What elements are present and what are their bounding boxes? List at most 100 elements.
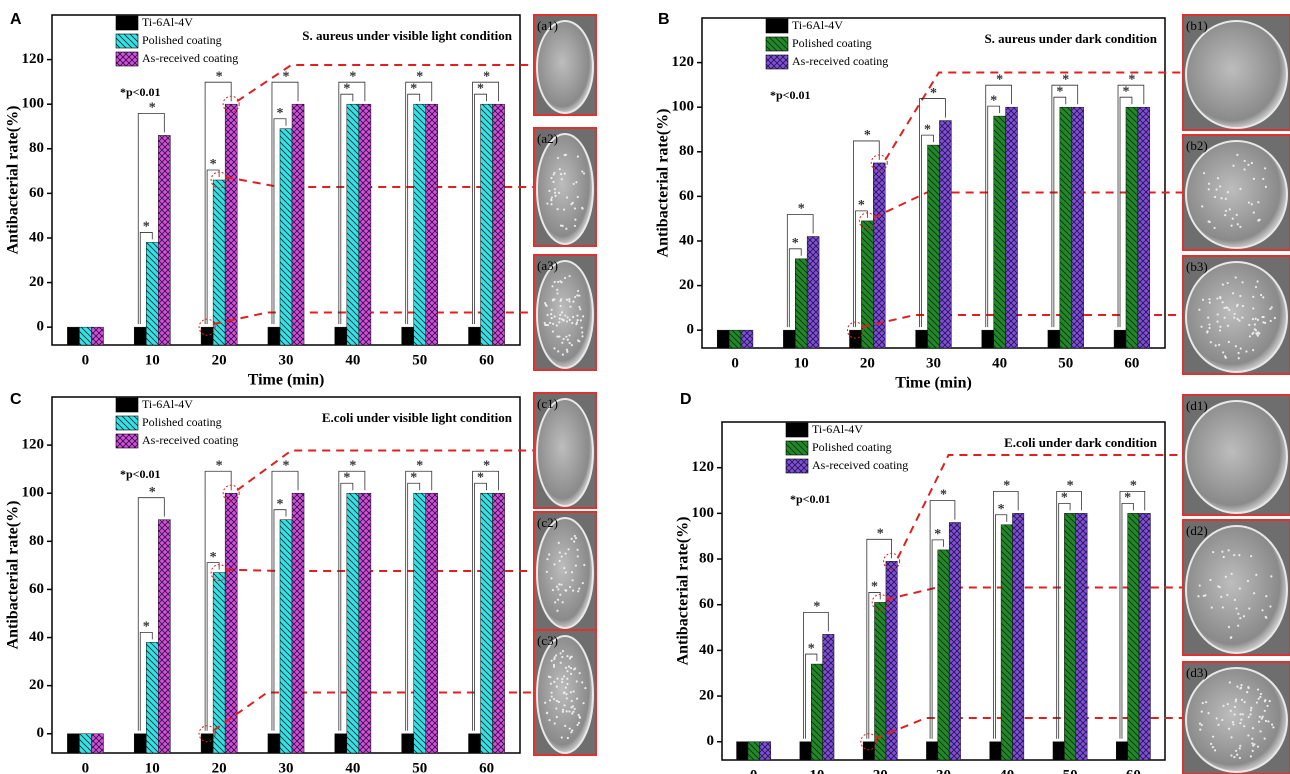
significance-star: * <box>871 580 878 595</box>
colony <box>567 548 569 550</box>
significance-star: * <box>210 550 217 565</box>
colony <box>1233 313 1235 315</box>
colony <box>564 277 566 279</box>
colony <box>573 668 575 670</box>
colony <box>581 170 583 172</box>
bar <box>158 135 170 345</box>
colony <box>1252 296 1254 298</box>
colony <box>1209 579 1211 581</box>
colony <box>1212 746 1214 748</box>
colony <box>569 657 571 659</box>
colony <box>1266 705 1268 707</box>
colony <box>560 173 562 175</box>
x-tick-label: 20 <box>860 355 875 371</box>
colony <box>1239 617 1241 619</box>
legend-label: Ti-6Al-4V <box>142 397 193 411</box>
image-label: (c2) <box>537 515 558 530</box>
colony <box>552 181 554 183</box>
colony <box>1252 745 1254 747</box>
bar <box>79 327 91 345</box>
colony <box>1200 326 1202 328</box>
y-tick-label: 120 <box>672 54 695 70</box>
colony <box>1240 719 1242 721</box>
colony <box>577 590 579 592</box>
colony <box>577 155 579 157</box>
colony <box>1217 177 1219 179</box>
bar <box>1072 107 1084 348</box>
x-tick-label: 50 <box>412 352 427 368</box>
colony <box>561 178 563 180</box>
colony <box>554 601 556 603</box>
colony <box>582 582 584 584</box>
colony <box>578 340 580 342</box>
colony <box>1252 727 1254 729</box>
bar <box>469 327 481 345</box>
colony <box>1253 178 1255 180</box>
colony <box>562 709 564 711</box>
colony <box>557 208 559 210</box>
image-label: (c1) <box>537 396 558 411</box>
colony <box>1209 301 1211 303</box>
colony <box>557 350 559 352</box>
legend-label: As-received coating <box>792 54 888 68</box>
colony <box>1257 219 1259 221</box>
colony <box>554 656 556 658</box>
x-tick-label: 40 <box>999 767 1014 774</box>
colony <box>578 722 580 724</box>
colony <box>558 192 560 194</box>
colony <box>573 183 575 185</box>
colony <box>552 589 554 591</box>
colony <box>553 664 555 666</box>
dish <box>537 636 593 753</box>
image-label: (d3) <box>1186 665 1208 680</box>
bar <box>402 734 414 753</box>
colony <box>570 673 572 675</box>
colony <box>576 698 578 700</box>
dish <box>1186 21 1287 128</box>
colony <box>556 289 558 291</box>
bar <box>292 493 304 753</box>
colony <box>566 683 568 685</box>
significance-star: * <box>1067 479 1074 494</box>
colony <box>1241 699 1243 701</box>
significance-star: * <box>934 527 941 542</box>
colony <box>1222 606 1224 608</box>
bar <box>717 330 729 348</box>
significance-star: * <box>483 69 490 84</box>
bar <box>1076 513 1087 760</box>
colony <box>1219 326 1221 328</box>
colony <box>562 225 564 227</box>
bar <box>873 163 885 348</box>
bar <box>1139 513 1150 760</box>
y-tick-label: 40 <box>679 232 694 248</box>
colony <box>1235 750 1237 752</box>
dish <box>537 134 593 244</box>
colony <box>577 319 579 321</box>
dish <box>537 21 593 113</box>
colony <box>570 203 572 205</box>
colony <box>581 331 583 333</box>
bar <box>849 330 861 348</box>
y-tick-label: 60 <box>699 596 714 612</box>
colony <box>581 207 583 209</box>
y-tick-label: 0 <box>707 733 715 749</box>
colony <box>561 311 563 313</box>
significance-star: * <box>283 69 290 84</box>
colony <box>551 660 553 662</box>
bar <box>994 116 1006 348</box>
colony <box>572 316 574 318</box>
note: *p<0.01 <box>770 88 811 102</box>
colony <box>1255 318 1257 320</box>
colony <box>564 154 566 156</box>
colony <box>1227 325 1229 327</box>
bar <box>67 327 79 345</box>
note: *p<0.01 <box>120 467 161 481</box>
legend-label: As-received coating <box>142 51 238 65</box>
colony <box>559 652 561 654</box>
bar <box>939 121 951 348</box>
significance-star: * <box>858 198 865 213</box>
colony <box>566 710 568 712</box>
y-tick-label: 0 <box>37 319 45 335</box>
colony <box>1211 606 1213 608</box>
colony <box>559 168 561 170</box>
